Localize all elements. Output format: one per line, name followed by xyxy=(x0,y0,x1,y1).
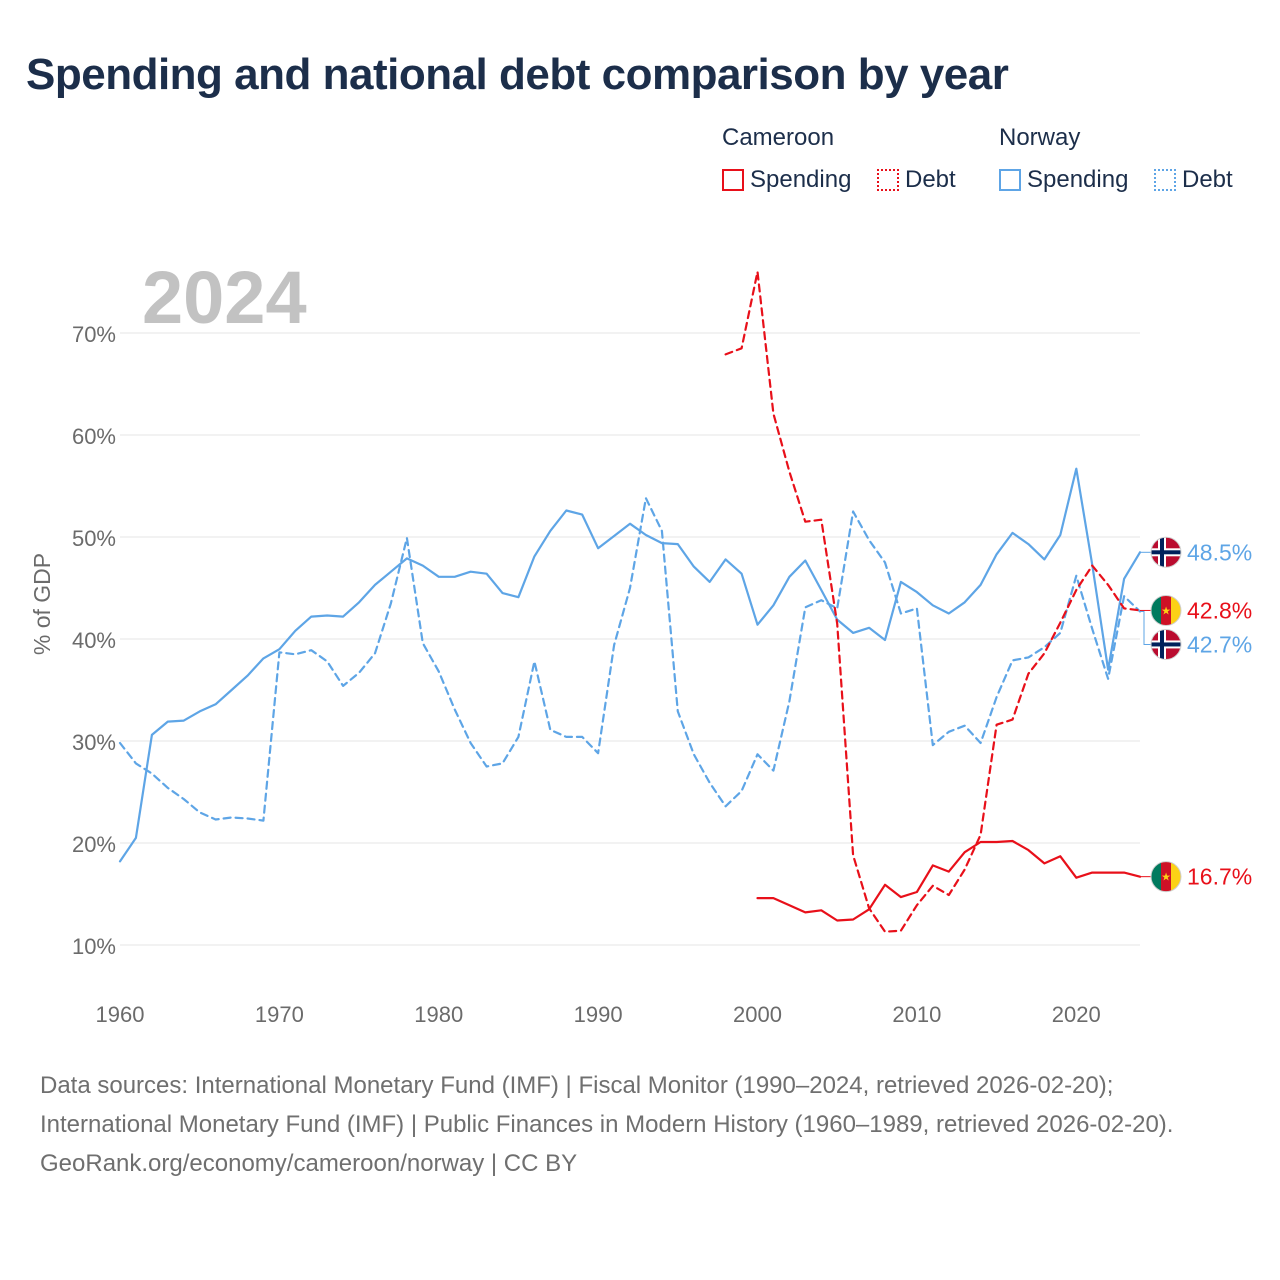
y-tick-label: 60% xyxy=(72,424,116,449)
series-line-norway-spending[interactable] xyxy=(118,467,1142,863)
credit-line: GeoRank.org/economy/cameroon/norway | CC… xyxy=(40,1150,578,1177)
x-tick-label: 2010 xyxy=(892,1002,941,1027)
y-axis-label: % of GDP xyxy=(29,553,55,655)
y-tick-label: 70% xyxy=(72,322,116,347)
y-tick-label: 30% xyxy=(72,730,116,755)
y-tick-label: 40% xyxy=(72,628,116,653)
legend-swatch-dotted xyxy=(877,169,899,191)
norway-flag-icon xyxy=(1150,536,1182,568)
x-tick-label: 1980 xyxy=(414,1002,463,1027)
grid-layer: 10% 20% 30% 40% 50% 60% 70% 1960 1970 1980 1990 200… xyxy=(72,322,1140,1027)
end-value-label: 16.7% xyxy=(1187,864,1252,890)
legend-label: Debt xyxy=(1182,166,1233,193)
legend-cameroon-spending[interactable]: Spending xyxy=(722,166,851,194)
x-tick-label: 1960 xyxy=(96,1002,145,1027)
end-value-label: 42.8% xyxy=(1187,597,1252,623)
series-line-cameroon-spending[interactable] xyxy=(756,839,1142,922)
legend-norway-debt[interactable]: Debt xyxy=(1154,166,1233,194)
x-tick-label: 1990 xyxy=(574,1002,623,1027)
line-chart: 10% 20% 30% 40% 50% 60% 70% 1960 1970 1980 1990 200… xyxy=(29,256,1252,1027)
end-value-label: 42.7% xyxy=(1187,631,1252,657)
legend-swatch-solid xyxy=(999,169,1021,191)
x-tick-label: 1970 xyxy=(255,1002,304,1027)
legend-group-norway: Norway xyxy=(999,124,1081,151)
svg-text:★: ★ xyxy=(1161,605,1171,617)
legend-swatch-dotted xyxy=(1154,169,1176,191)
marker-layer: 48.5% ★ 42.8% 42.7% ★ 16.7% xyxy=(1140,536,1252,893)
x-tick-label: 2020 xyxy=(1052,1002,1101,1027)
legend-cameroon-debt[interactable]: Debt xyxy=(877,166,956,194)
footer: Data sources: International Monetary Fun… xyxy=(40,1066,1240,1183)
norway-flag-icon xyxy=(1150,628,1182,660)
y-tick-label: 50% xyxy=(72,526,116,551)
legend-norway-spending[interactable]: Spending xyxy=(999,166,1128,194)
year-label: 2024 xyxy=(142,256,307,339)
cameroon-flag-icon: ★ xyxy=(1150,594,1182,626)
legend-label: Spending xyxy=(750,166,852,193)
y-tick-label: 20% xyxy=(72,832,116,857)
legend-swatch-solid xyxy=(722,169,744,191)
chart-title: Spending and national debt comparison by… xyxy=(26,50,1009,99)
cameroon-flag-icon: ★ xyxy=(1150,861,1182,893)
series-line-norway-debt[interactable] xyxy=(118,497,1142,822)
series-line-cameroon-debt[interactable] xyxy=(724,270,1142,933)
legend-group-cameroon: Cameroon xyxy=(722,124,835,151)
legend-label: Spending xyxy=(1027,166,1129,193)
series-layer xyxy=(118,270,1142,933)
legend-label: Debt xyxy=(905,166,956,193)
x-tick-label: 2000 xyxy=(733,1002,782,1027)
y-tick-label: 10% xyxy=(72,934,116,959)
end-value-label: 48.5% xyxy=(1187,539,1252,565)
svg-text:★: ★ xyxy=(1161,872,1171,884)
data-sources: Data sources: International Monetary Fun… xyxy=(40,1072,1174,1138)
end-connector xyxy=(1140,610,1151,645)
